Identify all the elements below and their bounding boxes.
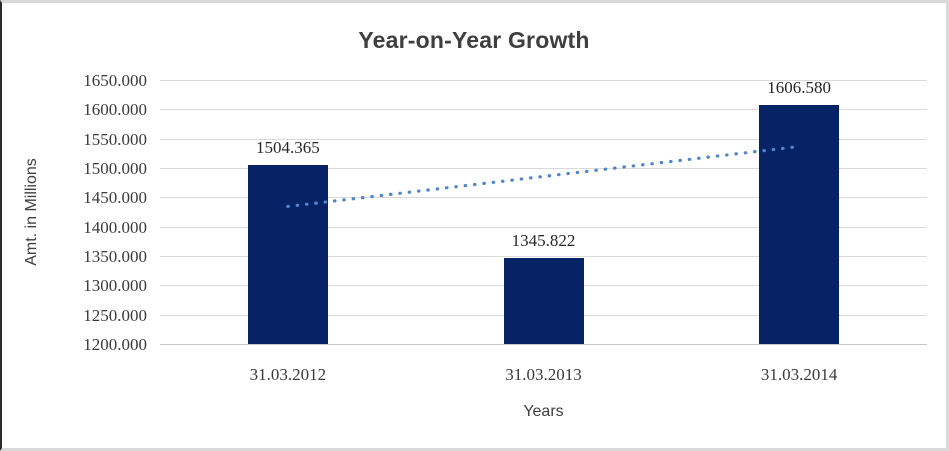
y-tick-label: 1300.000 — [83, 276, 147, 296]
x-axis-line — [160, 344, 927, 345]
y-tick-label: 1500.000 — [83, 159, 147, 178]
bar — [503, 258, 584, 344]
gridline — [160, 256, 927, 257]
bar-data-label: 1504.365 — [255, 138, 320, 158]
x-tick-label: 31.03.2014 — [760, 365, 838, 384]
gridline — [160, 80, 927, 81]
bar — [247, 165, 328, 344]
gridline — [160, 197, 927, 199]
x-tick-label: 31.03.2013 — [505, 365, 582, 384]
y-tick-label: 1600.000 — [83, 100, 147, 120]
bar — [759, 105, 840, 344]
trendline — [286, 144, 801, 209]
bar-data-label: 1345.822 — [511, 231, 576, 251]
y-tick-label: 1450.000 — [83, 188, 147, 208]
x-tick-label: 31.03.2012 — [249, 365, 327, 384]
x-axis-title: Years — [523, 403, 564, 420]
y-tick-label: 1200.000 — [83, 335, 147, 354]
y-tick-label: 1250.000 — [83, 305, 147, 325]
y-tick-label: 1350.000 — [83, 247, 147, 266]
gridline — [160, 168, 927, 169]
y-tick-label: 1400.000 — [83, 217, 147, 237]
gridline — [160, 109, 927, 111]
plot-area — [160, 80, 927, 345]
gridline — [160, 138, 927, 140]
bar-data-label: 1606.580 — [767, 78, 832, 98]
y-tick-label: 1650.000 — [83, 71, 147, 90]
y-tick-label: 1550.000 — [83, 129, 147, 149]
gridline — [160, 226, 927, 228]
chart-title: Year-on-Year Growth — [358, 27, 590, 53]
